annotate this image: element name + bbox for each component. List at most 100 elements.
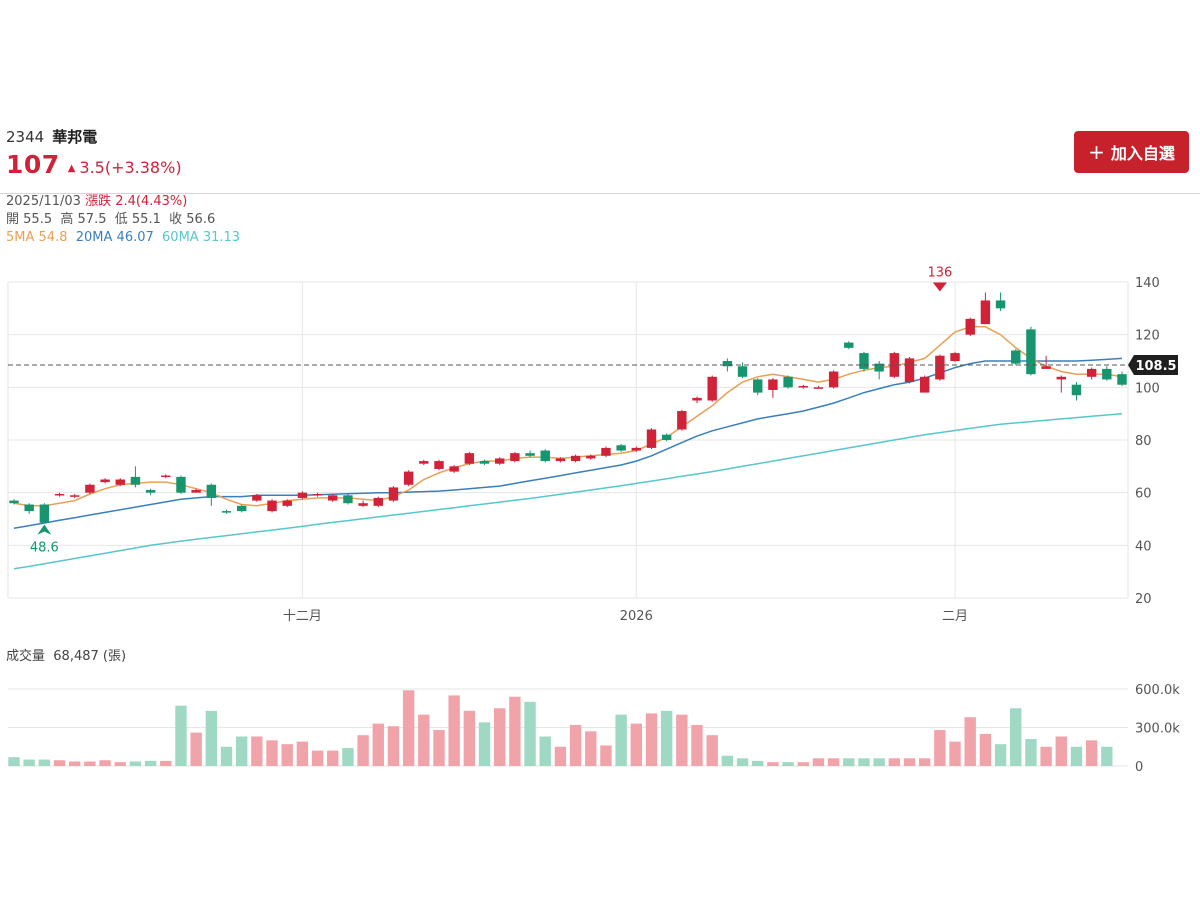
- volume-bar: [129, 761, 142, 766]
- candle-body: [753, 379, 763, 393]
- candle-body: [176, 476, 186, 493]
- candle-body: [100, 479, 110, 483]
- y-tick-label: 40: [1135, 539, 1152, 554]
- close-label: 收: [169, 212, 183, 227]
- candle-body: [737, 366, 748, 377]
- candle-body: [692, 397, 702, 401]
- y-tick-label: 120: [1135, 329, 1160, 344]
- volume-unit: (張): [102, 649, 127, 664]
- candle-body: [115, 479, 125, 485]
- volume-bar: [812, 758, 825, 766]
- volume-bar: [8, 757, 20, 766]
- candle-body: [783, 376, 793, 388]
- volume-bar: [888, 758, 901, 766]
- candle-body: [570, 455, 581, 462]
- volume-bar: [205, 710, 218, 766]
- candle-body: [1041, 366, 1051, 369]
- volume-bar: [918, 758, 931, 766]
- volume-bar: [190, 732, 202, 766]
- volume-bar: [1040, 746, 1052, 766]
- volume-bar: [342, 748, 354, 766]
- volume-bar: [524, 701, 536, 766]
- volume-bar: [69, 761, 81, 766]
- current-price: 107: [6, 150, 60, 179]
- volume-bar: [827, 758, 840, 766]
- candle-body: [206, 484, 217, 498]
- stock-name: 華邦電: [52, 128, 98, 146]
- high-marker-label: 136: [927, 266, 952, 281]
- low-marker-icon: [37, 524, 52, 535]
- current-price-tag: [1128, 354, 1178, 375]
- volume-bar: [99, 760, 111, 766]
- plus-icon: +: [1088, 140, 1105, 164]
- volume-bar: [175, 705, 187, 766]
- candle-body: [677, 411, 687, 430]
- info-change-label: 漲跌: [85, 194, 112, 209]
- ma60-line: [13, 412, 1123, 570]
- ma20-line: [13, 357, 1123, 529]
- candle-body: [935, 355, 945, 380]
- y-tick-label: 80: [1135, 434, 1152, 449]
- candle-body: [601, 447, 611, 456]
- price-change: ▲ 3.5(+3.38%): [68, 158, 182, 177]
- y-tick-label: 60: [1135, 487, 1152, 502]
- candle-body: [282, 500, 292, 506]
- volume-bar: [843, 758, 855, 766]
- candle-body: [479, 461, 490, 464]
- candle-body: [145, 490, 156, 493]
- volume-bar: [721, 755, 734, 766]
- volume-bar: [296, 741, 309, 766]
- candle-body: [646, 429, 657, 448]
- candle-body: [358, 503, 368, 506]
- add-to-watchlist-button[interactable]: + 加入自選: [1074, 131, 1189, 173]
- volume-bar: [539, 736, 551, 766]
- up-triangle-icon: ▲: [67, 163, 76, 174]
- y-tick-label: 140: [1135, 276, 1160, 291]
- y-tick-label: 20: [1135, 592, 1152, 607]
- candle-body: [965, 318, 975, 335]
- ma60-label: 60MA: [162, 230, 199, 245]
- candle-body: [191, 490, 201, 493]
- candle-body: [631, 447, 642, 451]
- candle-body: [24, 504, 34, 512]
- volume-bar: [569, 724, 582, 766]
- candle-body: [798, 386, 808, 388]
- volume-bar: [311, 750, 324, 766]
- candle-body: [540, 450, 550, 462]
- candle-body: [661, 434, 672, 440]
- candle-body: [388, 487, 399, 501]
- low-label: 低: [114, 212, 128, 227]
- volume-bar: [752, 760, 764, 766]
- volume-bar: [964, 717, 976, 766]
- volume-bar: [433, 730, 445, 766]
- volume-bar: [387, 726, 400, 766]
- candle-body: [889, 353, 900, 377]
- volume-bar: [357, 735, 369, 766]
- price-change-value: 3.5(+3.38%): [79, 158, 182, 177]
- volume-bar: [266, 740, 278, 766]
- ma20-label: 20MA: [75, 230, 113, 245]
- volume-bar: [797, 762, 809, 766]
- volume-bar: [1010, 708, 1022, 766]
- candle-body: [1102, 368, 1112, 380]
- volume-bar: [494, 708, 506, 766]
- volume-bar: [509, 696, 521, 766]
- high-marker-icon: [932, 282, 947, 292]
- candle-body: [85, 484, 95, 493]
- volume-bar: [478, 722, 491, 766]
- volume-bar: [235, 736, 248, 766]
- volume-bar: [1101, 746, 1113, 766]
- volume-bar: [660, 710, 673, 766]
- stock-code: 2344: [6, 128, 45, 146]
- volume-bar: [53, 760, 66, 766]
- volume-bar: [1055, 736, 1067, 766]
- volume-tick-label: 600.0k: [1135, 683, 1180, 698]
- x-tick-label: 二月: [942, 609, 968, 624]
- candle-body: [343, 495, 353, 504]
- info-row-date: 2025/11/03 漲跌 2.4(4.43%): [6, 193, 187, 211]
- volume-bar: [645, 713, 658, 766]
- volume-tick-label: 300.0k: [1135, 722, 1180, 737]
- volume-bar: [84, 761, 96, 766]
- candle-body: [236, 505, 247, 512]
